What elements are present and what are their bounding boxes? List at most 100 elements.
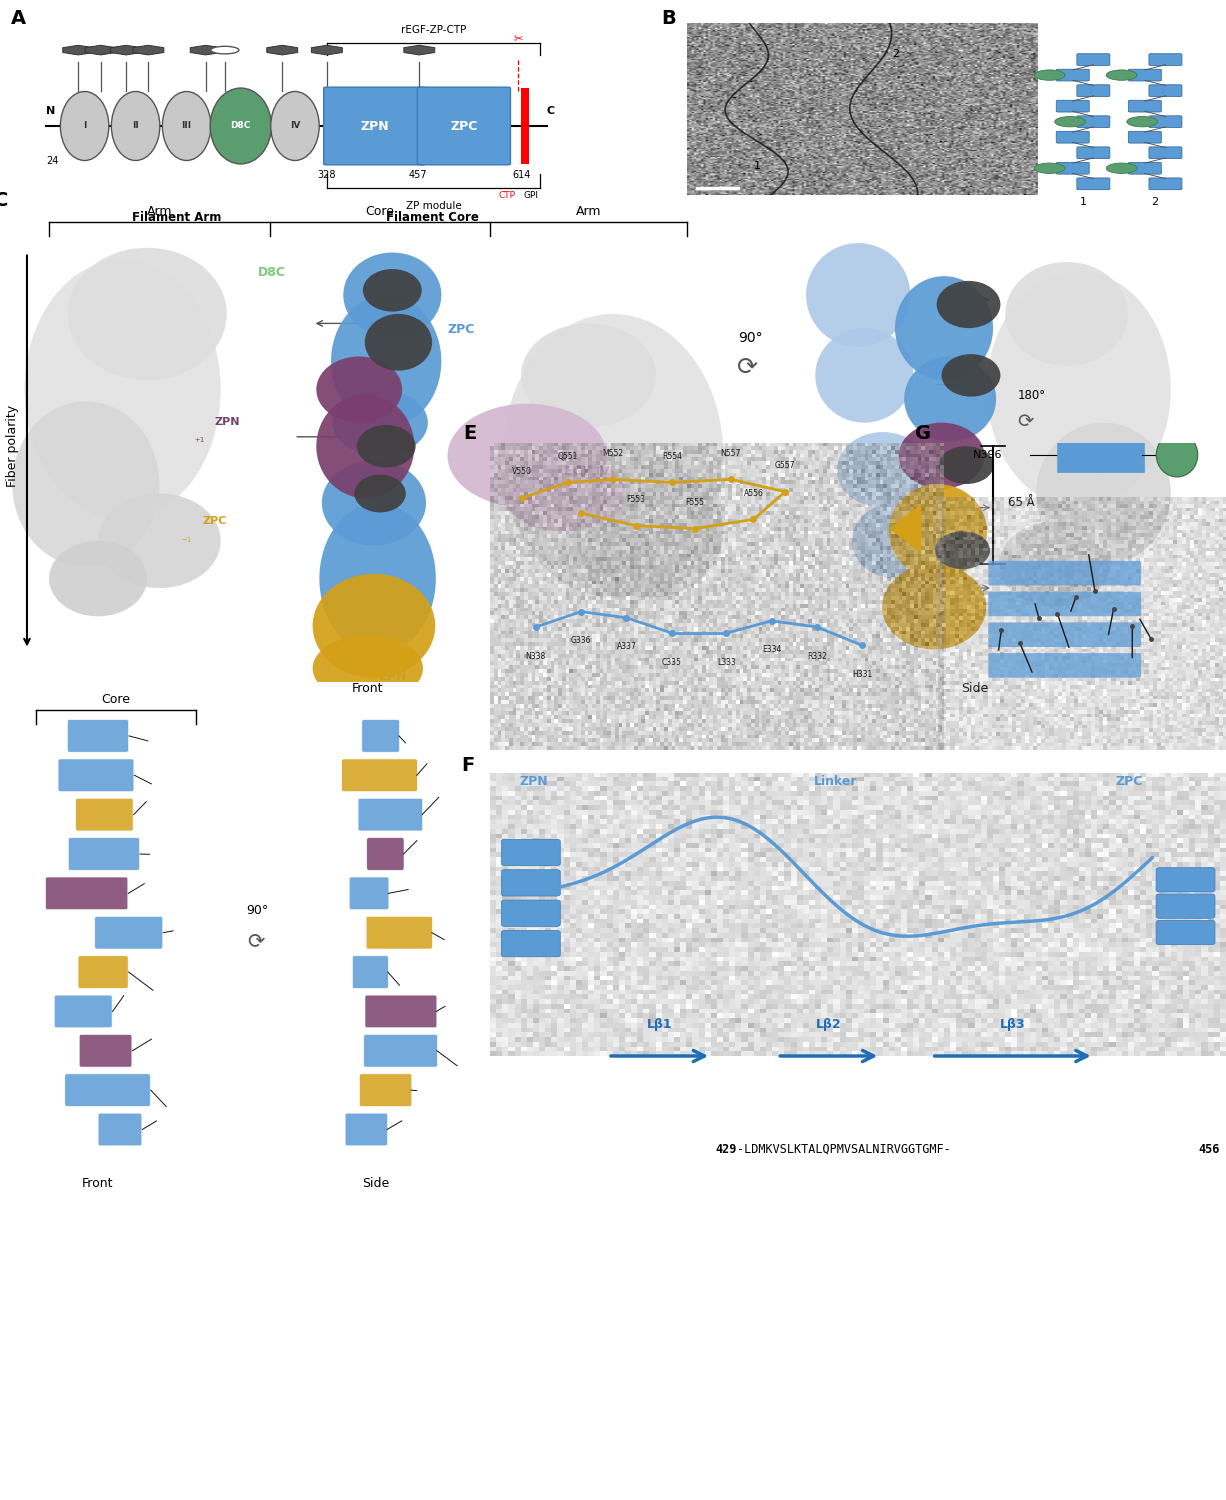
Ellipse shape: [503, 314, 723, 597]
FancyBboxPatch shape: [94, 916, 163, 950]
FancyBboxPatch shape: [1149, 147, 1182, 159]
FancyBboxPatch shape: [65, 1074, 151, 1107]
FancyBboxPatch shape: [342, 759, 417, 792]
Circle shape: [1054, 117, 1086, 128]
Circle shape: [211, 46, 239, 54]
Polygon shape: [890, 504, 922, 554]
FancyBboxPatch shape: [1076, 178, 1110, 189]
Text: F: F: [461, 756, 474, 776]
Text: Lβ1: Lβ1: [647, 1017, 672, 1031]
Ellipse shape: [98, 494, 221, 588]
FancyBboxPatch shape: [367, 837, 405, 870]
Text: 2: 2: [893, 50, 900, 58]
Ellipse shape: [852, 503, 938, 579]
Text: Core: Core: [102, 693, 130, 706]
Ellipse shape: [935, 531, 991, 568]
Ellipse shape: [112, 92, 159, 160]
Circle shape: [1127, 117, 1157, 128]
Ellipse shape: [815, 328, 913, 423]
Ellipse shape: [503, 456, 625, 531]
Ellipse shape: [987, 272, 1171, 507]
Ellipse shape: [883, 564, 986, 650]
Text: ⟳: ⟳: [737, 357, 759, 381]
Ellipse shape: [12, 402, 159, 567]
Ellipse shape: [905, 357, 996, 441]
Text: Fiber polarity: Fiber polarity: [6, 405, 18, 488]
FancyBboxPatch shape: [346, 1113, 387, 1146]
Text: ZPN: ZPN: [360, 120, 389, 132]
Text: C: C: [0, 190, 9, 210]
Text: GPI: GPI: [524, 192, 538, 201]
FancyBboxPatch shape: [358, 798, 423, 831]
Text: Front: Front: [82, 1178, 114, 1190]
Ellipse shape: [521, 324, 656, 428]
Ellipse shape: [1005, 262, 1128, 366]
FancyBboxPatch shape: [1128, 100, 1161, 112]
Text: EGF IV: EGF IV: [564, 465, 609, 477]
FancyBboxPatch shape: [324, 87, 425, 165]
FancyBboxPatch shape: [78, 956, 129, 988]
FancyBboxPatch shape: [988, 622, 1141, 646]
Text: 614: 614: [512, 170, 531, 180]
FancyBboxPatch shape: [359, 1074, 412, 1107]
Ellipse shape: [942, 354, 1000, 396]
Ellipse shape: [25, 260, 221, 519]
Ellipse shape: [363, 268, 422, 312]
Text: -LDMKVSLKTALQPMVSALNIRVGGTGMF-: -LDMKVSLKTALQPMVSALNIRVGGTGMF-: [737, 1143, 950, 1155]
Text: A556: A556: [743, 489, 764, 498]
Ellipse shape: [316, 394, 414, 498]
Ellipse shape: [899, 423, 984, 489]
Text: II: II: [132, 122, 139, 130]
Text: L333: L333: [717, 657, 736, 666]
Ellipse shape: [889, 484, 987, 579]
FancyBboxPatch shape: [501, 930, 560, 957]
FancyBboxPatch shape: [98, 1113, 142, 1146]
Ellipse shape: [357, 424, 416, 468]
FancyBboxPatch shape: [1057, 132, 1089, 142]
Text: 180°: 180°: [1018, 388, 1046, 402]
Ellipse shape: [343, 252, 441, 338]
Text: N396: N396: [972, 450, 1002, 460]
FancyBboxPatch shape: [69, 837, 140, 870]
FancyBboxPatch shape: [501, 870, 560, 895]
Text: Front: Front: [352, 682, 384, 694]
FancyBboxPatch shape: [352, 956, 389, 988]
Ellipse shape: [365, 314, 432, 370]
FancyBboxPatch shape: [1149, 116, 1182, 128]
Text: CTP: CTP: [499, 192, 516, 201]
FancyBboxPatch shape: [1076, 54, 1110, 66]
Text: ZPN: ZPN: [215, 417, 240, 428]
FancyBboxPatch shape: [58, 759, 134, 792]
Text: N338: N338: [526, 651, 546, 660]
FancyBboxPatch shape: [362, 720, 400, 752]
Text: D8C: D8C: [257, 266, 286, 279]
FancyBboxPatch shape: [1156, 867, 1215, 892]
FancyBboxPatch shape: [67, 720, 129, 752]
Ellipse shape: [999, 522, 1110, 608]
FancyBboxPatch shape: [1057, 100, 1089, 112]
FancyBboxPatch shape: [367, 916, 433, 950]
FancyBboxPatch shape: [1076, 86, 1110, 96]
Text: 328: 328: [318, 170, 336, 180]
FancyBboxPatch shape: [1058, 438, 1101, 471]
Text: Linker: Linker: [814, 774, 857, 788]
FancyBboxPatch shape: [1057, 162, 1089, 174]
Bar: [521, 88, 528, 164]
FancyBboxPatch shape: [1057, 69, 1089, 81]
Text: C335: C335: [662, 657, 682, 666]
Text: Lβ2: Lβ2: [817, 1017, 841, 1031]
Text: M552: M552: [602, 448, 624, 458]
FancyBboxPatch shape: [76, 798, 134, 831]
FancyBboxPatch shape: [365, 994, 436, 1028]
Ellipse shape: [332, 390, 428, 456]
Ellipse shape: [1036, 423, 1171, 564]
Text: H331: H331: [852, 670, 873, 680]
Text: G336: G336: [571, 636, 591, 645]
Text: III: III: [181, 122, 191, 130]
Ellipse shape: [807, 243, 910, 346]
FancyBboxPatch shape: [501, 840, 560, 866]
Text: Filament Arm: Filament Arm: [132, 211, 222, 223]
Ellipse shape: [60, 92, 109, 160]
Text: ⟳: ⟳: [1018, 413, 1034, 432]
Text: 456: 456: [1198, 1143, 1220, 1155]
